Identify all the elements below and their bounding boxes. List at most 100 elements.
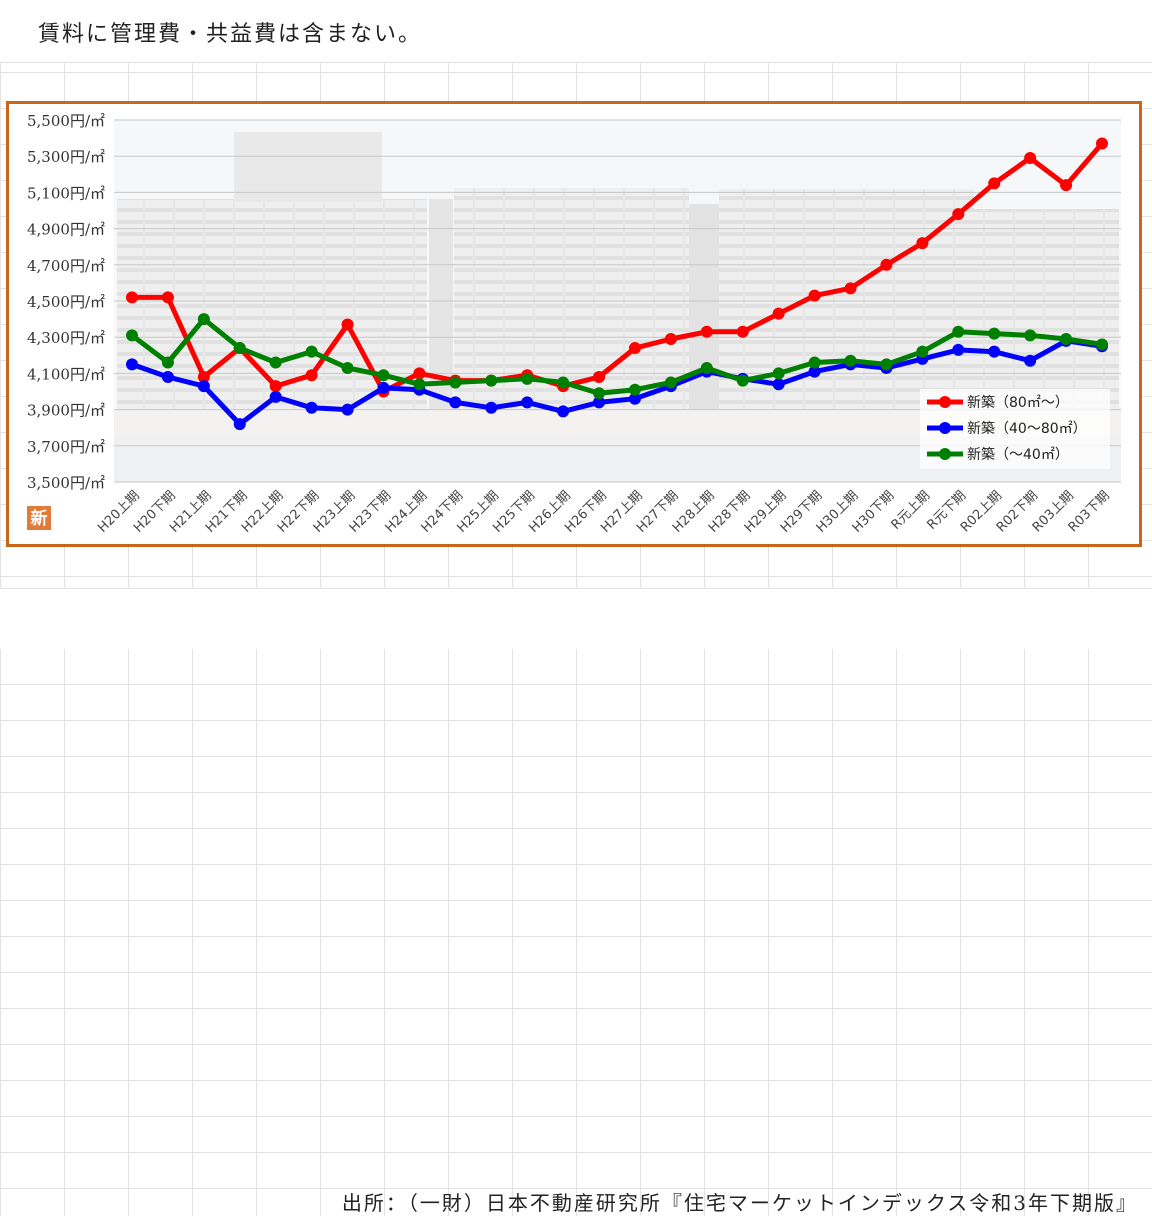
data-point	[844, 354, 857, 367]
badge-bg	[27, 506, 51, 530]
badge-label: 新	[31, 508, 48, 529]
data-point	[952, 325, 965, 338]
data-point	[449, 396, 462, 409]
data-point	[952, 208, 965, 221]
series-line	[132, 141, 1104, 394]
y-tick-label: 3,900円/㎡	[27, 402, 105, 420]
y-tick-label: 4,100円/㎡	[27, 365, 105, 383]
data-point	[988, 345, 1001, 358]
rent-line-chart: 3,500円/㎡ 3,700円/㎡ 3,900円/㎡ 4,100円/㎡ 4,300円/㎡…	[27, 112, 1121, 536]
data-point	[808, 356, 821, 369]
legend-label: 新築（40～80㎡）	[967, 421, 1087, 437]
source-citation: 出所：（一財）日本不動産研究所『住宅マーケットインデックス令和3年下期版』	[341, 1191, 1138, 1215]
legend-marker	[939, 396, 951, 408]
data-point	[1024, 354, 1037, 367]
y-tick-label: 4,700円/㎡	[27, 257, 105, 275]
data-point	[1060, 179, 1073, 192]
header-band: 賃料に管理費・共益費は含まない。	[0, 0, 1152, 63]
data-point	[161, 291, 174, 304]
data-point	[233, 418, 246, 431]
data-point	[988, 177, 1001, 190]
data-point	[772, 367, 785, 380]
data-point	[197, 313, 210, 326]
y-tick-label: 3,500円/㎡	[27, 474, 105, 492]
data-point	[736, 325, 749, 338]
y-tick-label: 5,300円/㎡	[27, 148, 105, 166]
data-point	[341, 403, 354, 416]
data-point	[557, 405, 570, 418]
data-point	[126, 291, 138, 304]
legend-marker	[939, 448, 951, 460]
chart-frame: 3,500円/㎡ 3,700円/㎡ 3,900円/㎡ 4,100円/㎡ 4,300円/㎡…	[6, 101, 1142, 547]
data-point	[521, 396, 534, 409]
y-tick-label: 4,900円/㎡	[27, 221, 105, 239]
data-point	[593, 371, 606, 384]
data-point	[413, 367, 426, 380]
data-point	[808, 289, 821, 302]
legend-label: 新築（～40㎡）	[967, 447, 1069, 463]
data-point	[197, 380, 210, 393]
data-point	[377, 381, 390, 394]
data-point	[628, 342, 641, 355]
data-point	[377, 369, 390, 382]
data-point	[233, 342, 246, 355]
legend-label: 新築（80㎡～）	[967, 395, 1069, 411]
series-line	[130, 316, 1103, 396]
data-point	[413, 378, 426, 391]
data-point	[1024, 152, 1037, 165]
y-tick-label: 3,700円/㎡	[27, 438, 105, 456]
legend-marker	[939, 422, 951, 434]
data-point	[1024, 329, 1037, 342]
data-point	[772, 378, 785, 391]
data-point	[628, 383, 641, 396]
data-point	[449, 376, 462, 389]
y-tick-label: 4,500円/㎡	[27, 293, 105, 311]
data-point	[161, 371, 174, 384]
data-point	[305, 345, 318, 358]
data-point	[557, 376, 570, 389]
data-point	[197, 371, 210, 384]
data-point	[521, 372, 534, 385]
y-tick-label: 5,100円/㎡	[27, 184, 105, 202]
data-point	[1096, 137, 1108, 150]
y-tick-label: 5,500円/㎡	[27, 112, 105, 130]
data-point	[664, 376, 677, 389]
rent-note: 賃料に管理費・共益費は含まない。	[38, 22, 423, 47]
data-point	[880, 258, 893, 271]
data-point	[700, 361, 713, 374]
y-tick-label: 4,300円/㎡	[27, 329, 105, 347]
series-line	[131, 338, 1103, 427]
data-point	[126, 358, 138, 371]
footer-band: 出所：（一財）日本不動産研究所『住宅マーケットインデックス令和3年下期版』	[0, 588, 1152, 1215]
legend: 新築（80㎡～） 新築（40～80㎡） 新築（～40㎡）	[920, 389, 1110, 469]
data-point	[593, 396, 606, 409]
data-point	[593, 387, 606, 400]
data-point	[772, 307, 785, 320]
data-point	[126, 329, 138, 342]
new-badge: 新	[27, 506, 51, 530]
data-point	[916, 237, 929, 250]
data-point	[269, 390, 282, 403]
data-point	[341, 318, 354, 331]
data-point	[808, 365, 821, 378]
data-point	[916, 345, 929, 358]
data-point	[628, 392, 641, 405]
x-tick-label: R元上期	[889, 488, 934, 533]
data-point	[988, 327, 1001, 340]
data-point	[664, 333, 677, 346]
data-point	[269, 356, 282, 369]
data-point	[305, 401, 318, 414]
data-point	[485, 401, 498, 414]
data-point	[341, 361, 354, 374]
data-point	[1060, 333, 1073, 346]
data-point	[269, 380, 282, 393]
data-point	[485, 374, 498, 387]
data-point	[880, 358, 893, 371]
data-point	[700, 325, 713, 338]
data-point	[844, 282, 857, 295]
data-point	[161, 356, 174, 369]
data-point	[1096, 338, 1108, 351]
data-point	[736, 374, 749, 387]
data-point	[952, 343, 965, 356]
data-point	[305, 369, 318, 382]
